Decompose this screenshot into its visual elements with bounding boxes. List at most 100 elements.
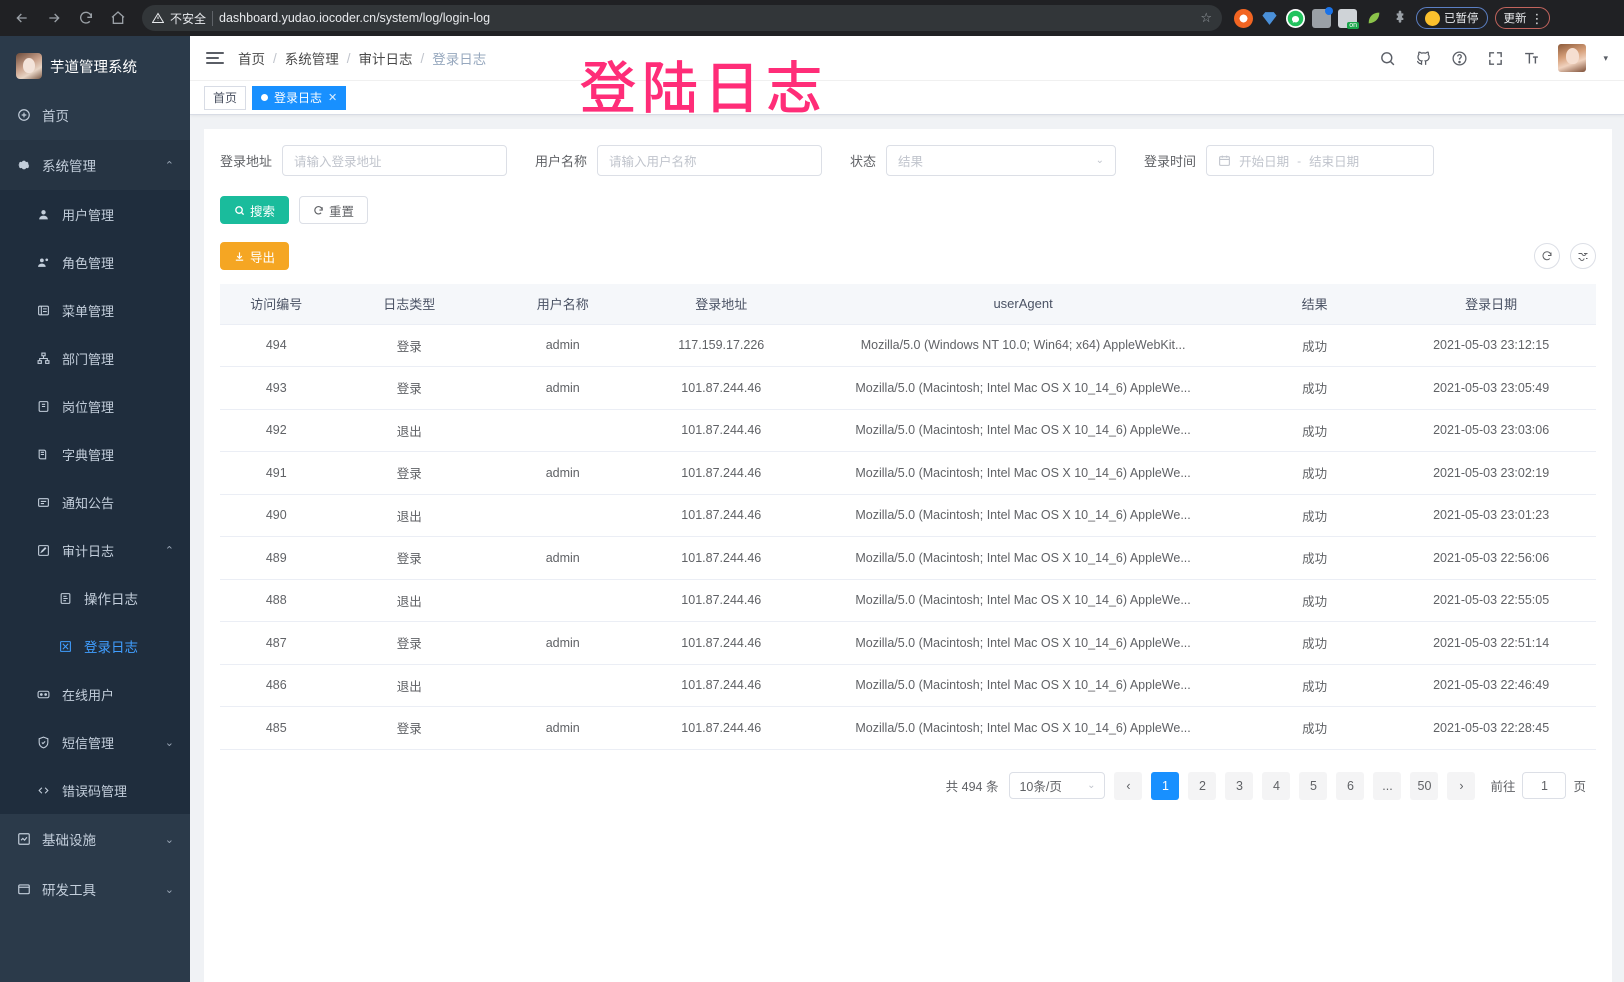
columns-settings-icon[interactable] [1570,243,1596,269]
table-row[interactable]: 489 登录 admin 101.87.244.46 Mozilla/5.0 (Maci… [220,536,1596,580]
table-row[interactable]: 490 退出 101.87.244.46 Mozilla/5.0 (Macintosh… [220,494,1596,537]
table-row[interactable]: 494 登录 admin 117.159.17.226 Mozilla/5.0 (Win… [220,324,1596,367]
sidebar-item-dev-tools[interactable]: 研发工具 ⌄ [0,864,190,914]
column-header-type[interactable]: 日志类型 [332,284,486,325]
extension-icon-clipboard[interactable] [1312,6,1333,28]
row-type: 登录 [332,536,486,580]
search-icon[interactable] [1378,49,1397,68]
extension-icon-orange[interactable] [1234,8,1253,28]
sidebar-logo[interactable]: 芋道管理系统 [0,42,190,90]
username-input[interactable]: 请输入用户名称 [597,145,823,176]
extension-icon-grammar-on[interactable]: on [1338,8,1359,29]
close-icon[interactable]: ✕ [328,92,338,104]
tab-home[interactable]: 首页 [204,85,247,110]
table-row[interactable]: 486 退出 101.87.244.46 Mozilla/5.0 (Macintosh… [220,664,1596,707]
sidebar-item-operation-log[interactable]: 操作日志 [0,574,190,622]
sidebar-item-notices[interactable]: 通知公告 [0,478,190,526]
bookmark-star-icon[interactable]: ☆ [1200,10,1212,25]
column-header-username[interactable]: 用户名称 [485,284,640,325]
sidebar-item-label: 通知公告 [62,495,115,511]
column-header-date[interactable]: 登录日期 [1386,284,1596,325]
tab-login-log[interactable]: 登录日志 ✕ [252,85,347,110]
avatar[interactable] [1558,44,1587,72]
row-type: 退出 [332,579,486,622]
calendar-icon [1218,154,1231,167]
breadcrumb-item-audit[interactable]: 审计日志 [358,52,413,67]
kebab-menu-icon[interactable]: ⋮ [1530,10,1545,26]
pagination-page-last[interactable]: 50 [1410,771,1439,800]
export-button[interactable]: 导出 [220,242,290,270]
row-type: 登录 [332,621,486,665]
column-header-id[interactable]: 访问编号 [220,284,333,325]
pagination-page-1[interactable]: 1 [1151,771,1180,800]
sidebar-item-departments[interactable]: 部门管理 [0,334,190,382]
column-header-address[interactable]: 登录地址 [639,284,804,325]
pagination-ellipsis[interactable]: ... [1373,771,1402,800]
jump-input[interactable]: 1 [1522,772,1567,799]
pagination-page-2[interactable]: 2 [1188,771,1217,800]
row-result: 成功 [1243,324,1387,367]
pagination-page-5[interactable]: 5 [1299,771,1328,800]
update-button[interactable]: 更新 ⋮ [1494,7,1550,29]
extension-icon-wechat-green[interactable] [1286,8,1305,28]
chevron-down-icon: ⌄ [1095,155,1105,166]
sidebar-item-sms[interactable]: 短信管理 ⌄ [0,718,190,766]
fullscreen-icon[interactable] [1486,49,1505,68]
table-row[interactable]: 488 退出 101.87.244.46 Mozilla/5.0 (Macintosh… [220,579,1596,622]
pagination-page-6[interactable]: 6 [1336,771,1365,800]
row-username [485,664,640,707]
breadcrumb-separator: / [420,50,425,66]
sidebar-item-posts[interactable]: 岗位管理 [0,382,190,430]
text-size-icon[interactable] [1522,49,1541,68]
extension-icon-leaf[interactable] [1364,9,1383,28]
login-address-input[interactable]: 请输入登录地址 [282,145,508,176]
hamburger-icon[interactable] [206,52,224,64]
help-icon[interactable] [1450,49,1469,68]
sidebar-item-audit-log[interactable]: 审计日志 ⌃ [0,526,190,574]
sidebar-item-menus[interactable]: 菜单管理 [0,286,190,334]
extension-icon-puzzle[interactable] [1390,9,1409,28]
address-bar[interactable]: 不安全 dashboard.yudao.iocoder.cn/system/lo… [142,5,1222,31]
sidebar-item-infrastructure[interactable]: 基础设施 ⌄ [0,814,190,864]
row-username: admin [485,366,640,410]
table-row[interactable]: 491 登录 admin 101.87.244.46 Mozilla/5.0 (Maci… [220,451,1596,495]
breadcrumb-item-system[interactable]: 系统管理 [284,52,339,67]
row-result: 成功 [1243,536,1387,580]
reset-button[interactable]: 重置 [299,196,369,224]
reload-icon[interactable] [72,4,100,32]
sidebar-item-roles[interactable]: 角色管理 [0,238,190,286]
chevron-down-icon[interactable]: ▾ [1603,52,1608,63]
table-row[interactable]: 485 登录 admin 101.87.244.46 Mozilla/5.0 (Maci… [220,706,1596,750]
login-time-daterange[interactable]: 开始日期 - 结束日期 [1206,145,1435,176]
back-arrow-icon[interactable] [8,4,36,32]
chevron-up-icon: ⌃ [164,159,174,172]
sidebar-item-system[interactable]: 系统管理 ⌃ [0,140,190,190]
pagination-page-3[interactable]: 3 [1225,771,1254,800]
pagination-page-4[interactable]: 4 [1262,771,1291,800]
table-row[interactable]: 493 登录 admin 101.87.244.46 Mozilla/5.0 (Maci… [220,366,1596,410]
sidebar-item-users[interactable]: 用户管理 [0,190,190,238]
home-icon[interactable] [104,4,132,32]
extension-icon-diamond[interactable] [1260,9,1279,28]
sidebar-item-error-codes[interactable]: 错误码管理 [0,766,190,814]
github-icon[interactable] [1414,49,1433,68]
breadcrumb-separator: / [273,50,277,66]
search-button[interactable]: 搜索 [220,196,290,224]
paused-status-pill[interactable]: 已暂停 [1416,7,1488,29]
sidebar-item-dictionary[interactable]: 字典管理 [0,430,190,478]
row-date: 2021-05-03 23:12:15 [1386,324,1596,367]
page-size-select[interactable]: 10条/页 ⌄ [1009,772,1106,799]
refresh-circle-icon[interactable] [1534,243,1560,269]
column-header-result[interactable]: 结果 [1243,284,1387,325]
sidebar-item-online-users[interactable]: 在线用户 [0,670,190,718]
breadcrumb-item-home[interactable]: 首页 [238,52,265,67]
sidebar-item-login-log[interactable]: 登录日志 [0,622,190,670]
forward-arrow-icon[interactable] [40,4,68,32]
sidebar-item-home[interactable]: 首页 [0,90,190,140]
column-header-useragent[interactable]: userAgent [803,284,1244,325]
table-row[interactable]: 487 登录 admin 101.87.244.46 Mozilla/5.0 (Maci… [220,621,1596,665]
table-row[interactable]: 492 退出 101.87.244.46 Mozilla/5.0 (Macintosh… [220,409,1596,452]
status-select[interactable]: 结果 ⌄ [886,145,1117,176]
pagination-prev[interactable]: ‹ [1114,771,1143,800]
pagination-next[interactable]: › [1447,771,1476,800]
